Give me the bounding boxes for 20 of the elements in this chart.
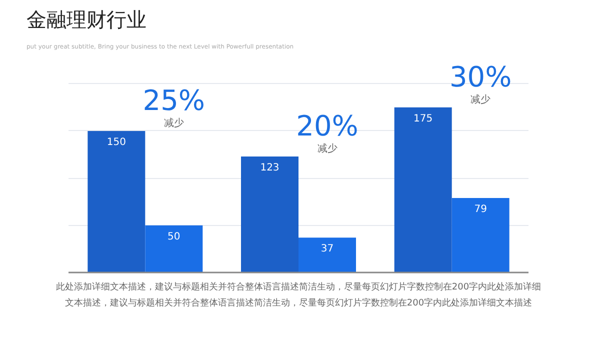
- bar: [241, 156, 298, 272]
- annotation: 25%: [142, 84, 206, 117]
- text: 减少: [470, 93, 491, 106]
- bar: [298, 238, 356, 272]
- data-label: 175: [414, 113, 433, 124]
- bar: [452, 198, 510, 272]
- data-label: 79: [474, 204, 487, 215]
- chart-title: 金融理财行业: [26, 8, 146, 32]
- data-label: 150: [106, 136, 126, 148]
- annotation: 减少: [317, 142, 338, 154]
- data-label: 50: [168, 231, 180, 242]
- data-label: 37: [320, 244, 334, 255]
- bar: [88, 130, 146, 272]
- bar: [145, 225, 203, 272]
- text: 30%: [449, 60, 512, 94]
- annotation: 减少: [164, 116, 184, 129]
- text: 此处添加详细文本描述，建议与标题相关并符合整体语言描述简洁生动，尽量每页幻灯片字数控制在200字内此处添加详细文本描述，建议与标题相关并符合整体语言描述简洁生动，尽量每页幻灯片字数控制在200字内此处添加详细文本描述: [56, 282, 542, 308]
- data-label: 123: [260, 162, 280, 174]
- annotation: 20%: [296, 109, 358, 142]
- bar: [394, 107, 452, 272]
